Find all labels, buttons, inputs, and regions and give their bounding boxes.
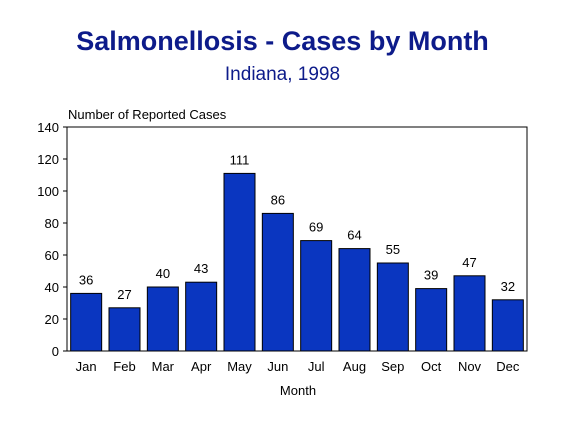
chart-subtitle: Indiana, 1998 bbox=[224, 64, 341, 85]
y-tick-label: 140 bbox=[37, 120, 59, 135]
bar-jan bbox=[70, 292, 103, 352]
data-label: 69 bbox=[309, 220, 323, 235]
plot-frame bbox=[66, 126, 528, 352]
y-tick-label: 120 bbox=[37, 152, 59, 167]
bar-sep bbox=[376, 262, 409, 352]
x-tick-label: Apr bbox=[191, 359, 212, 374]
bar-jul bbox=[300, 240, 333, 352]
bar-mar bbox=[146, 286, 179, 352]
x-tick-label: Mar bbox=[152, 359, 175, 374]
chart-title: Salmonellosis - Cases by Month bbox=[76, 26, 489, 56]
bar-apr bbox=[185, 281, 218, 352]
data-label: 47 bbox=[462, 255, 476, 270]
y-tick-label: 20 bbox=[45, 312, 59, 327]
x-axis: Jan Feb Mar Apr May Jun Jul Aug Sep Oct Nov Dec bbox=[76, 359, 520, 374]
y-axis-title: Number of Reported Cases bbox=[68, 107, 227, 122]
x-tick-label: Oct bbox=[421, 359, 442, 374]
x-tick-label: Sep bbox=[381, 359, 404, 374]
bar-nov bbox=[453, 275, 486, 352]
y-tick-label: 60 bbox=[45, 248, 59, 263]
x-tick-label: May bbox=[227, 359, 252, 374]
bar-may bbox=[223, 172, 256, 352]
x-tick-label: Jul bbox=[308, 359, 325, 374]
bar-jun bbox=[261, 212, 294, 352]
bars: 36 27 40 43 111 86 69 64 55 39 47 32 bbox=[70, 152, 524, 352]
y-tick-label: 0 bbox=[52, 344, 59, 359]
bar-aug bbox=[338, 248, 371, 352]
y-tick-label: 80 bbox=[45, 216, 59, 231]
data-label: 39 bbox=[424, 268, 438, 283]
x-tick-label: Dec bbox=[496, 359, 520, 374]
y-tick-label: 100 bbox=[37, 184, 59, 199]
x-tick-label: Jan bbox=[76, 359, 97, 374]
x-tick-label: Aug bbox=[343, 359, 366, 374]
data-label: 64 bbox=[347, 228, 361, 243]
data-label: 40 bbox=[156, 266, 170, 281]
bar-oct bbox=[415, 288, 448, 352]
bar-dec bbox=[491, 299, 524, 352]
x-tick-label: Feb bbox=[113, 359, 135, 374]
data-label: 36 bbox=[79, 272, 93, 287]
data-label: 55 bbox=[386, 242, 400, 257]
data-label: 43 bbox=[194, 261, 208, 276]
data-label: 86 bbox=[271, 192, 285, 207]
data-label: 32 bbox=[501, 279, 515, 294]
data-label: 111 bbox=[230, 152, 250, 167]
data-label: 27 bbox=[117, 287, 131, 302]
x-tick-label: Jun bbox=[267, 359, 288, 374]
x-tick-label: Nov bbox=[458, 359, 482, 374]
bar-feb bbox=[108, 307, 141, 352]
y-tick-label: 40 bbox=[45, 280, 59, 295]
y-axis: 0 20 40 60 80 100 120 140 bbox=[37, 120, 67, 359]
x-axis-title: Month bbox=[280, 383, 316, 398]
